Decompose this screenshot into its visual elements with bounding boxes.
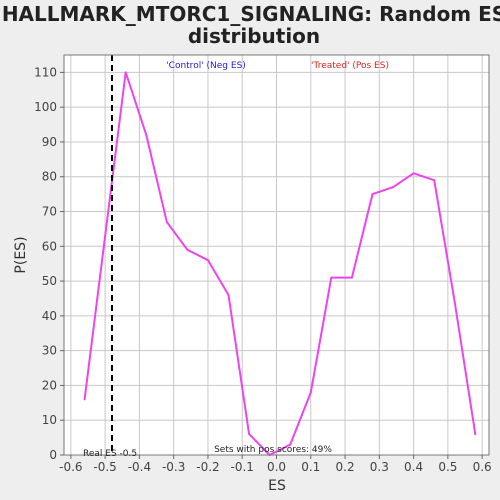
series-layer: [83, 71, 477, 456]
chart-title-line-1: HALLMARK_MTORC1_SIGNALING: Random ES: [2, 2, 500, 26]
data-point: [371, 193, 374, 196]
data-point: [248, 433, 251, 436]
data-point: [206, 259, 209, 262]
control-neg-es-label: 'Control' (Neg ES): [166, 61, 246, 71]
data-point: [433, 179, 436, 182]
x-tick-label: -0.1: [231, 460, 254, 474]
y-tick-label: 10: [42, 413, 57, 427]
data-point: [165, 220, 168, 223]
axis-ticks: -0.6 -0.5 -0.4 -0.3 -0.2 -0.1 0.0 0.1 0.2 0.3 0.4 0…: [34, 65, 492, 474]
x-tick-label: -0.2: [196, 460, 219, 474]
x-axis-label: ES: [268, 478, 286, 494]
x-tick-label: 0.2: [336, 460, 355, 474]
data-point: [453, 300, 456, 303]
y-tick-label: 50: [42, 274, 57, 288]
data-point: [392, 186, 395, 189]
data-point: [289, 443, 292, 446]
y-tick-label: 40: [42, 309, 57, 323]
x-tick-label: 0.6: [473, 460, 492, 474]
y-axis-label: P(ES): [13, 236, 29, 273]
y-tick-label: 70: [42, 205, 57, 219]
x-tick-label: 0.1: [301, 460, 320, 474]
x-tick-label: 0.4: [404, 460, 423, 474]
grid-lines: [64, 55, 489, 456]
y-tick-label: 60: [42, 239, 57, 253]
y-tick-label: 100: [34, 100, 57, 114]
treated-pos-es-label: 'Treated' (Pos ES): [311, 61, 389, 71]
data-point: [474, 433, 477, 436]
y-tick-label: 20: [42, 378, 57, 392]
data-point: [186, 248, 189, 251]
data-point: [309, 391, 312, 394]
x-tick-label: 0.3: [370, 460, 389, 474]
x-tick-label: 0.5: [438, 460, 457, 474]
data-point: [350, 276, 353, 279]
data-point: [227, 294, 230, 296]
x-tick-label: -0.6: [59, 460, 82, 474]
x-tick-label: -0.3: [162, 460, 185, 474]
y-tick-label: 110: [34, 65, 57, 79]
data-point: [124, 71, 127, 74]
x-tick-label: 0.0: [267, 460, 286, 474]
pos-scores-label: Sets with pos scores: 49%: [214, 445, 332, 455]
data-point: [83, 398, 86, 401]
x-tick-label: -0.5: [93, 460, 116, 474]
data-point: [330, 276, 333, 279]
real-es-label: Real ES -0.5: [83, 449, 137, 459]
data-point: [412, 172, 415, 175]
y-tick-label: 90: [42, 135, 57, 149]
y-tick-label: 30: [42, 344, 57, 358]
x-tick-label: -0.4: [128, 460, 151, 474]
y-tick-label: 0: [49, 448, 57, 462]
y-tick-label: 80: [42, 170, 57, 184]
data-point: [145, 134, 148, 136]
chart-title-line-2: distribution: [188, 24, 320, 48]
